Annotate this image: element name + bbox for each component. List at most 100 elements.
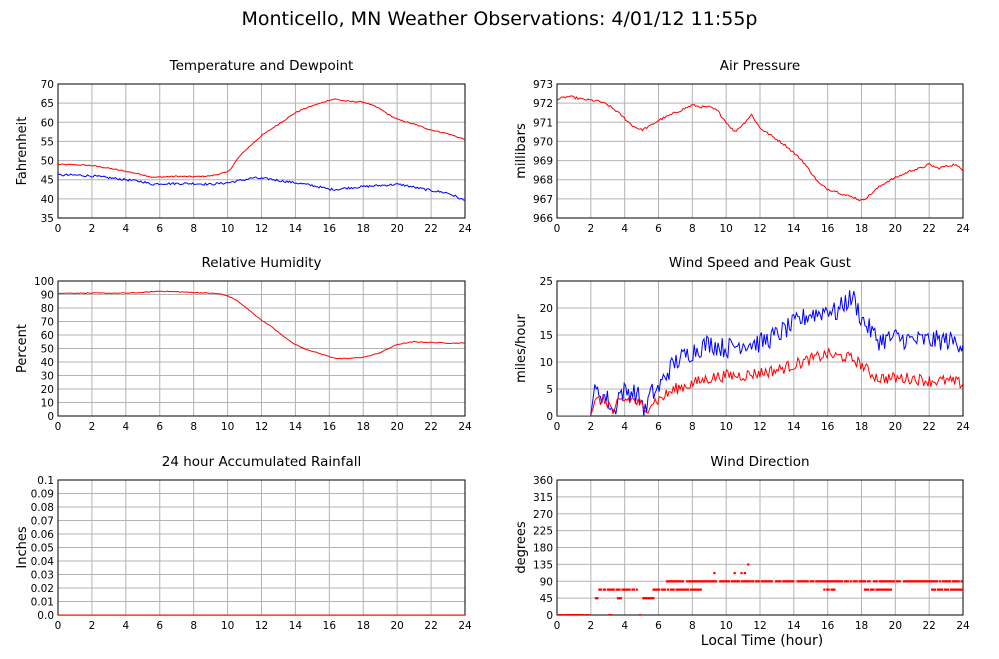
data-point <box>692 588 695 591</box>
x-tick-label: 16 <box>821 620 835 632</box>
data-point <box>667 580 670 583</box>
data-point <box>886 588 890 591</box>
data-point <box>943 588 947 591</box>
data-point <box>560 614 563 615</box>
data-point <box>789 580 792 583</box>
data-point <box>561 614 564 615</box>
chart-direction: 0 2 4 6 8 10 12 14 16 18 20 22 240459013518022527031… <box>514 454 970 632</box>
data-point <box>650 597 654 600</box>
y-tick-label: 315 <box>533 492 553 504</box>
data-point <box>646 597 649 600</box>
data-point <box>915 580 919 583</box>
data-point <box>961 588 963 591</box>
data-point <box>713 580 716 583</box>
data-point <box>885 580 888 583</box>
y-tick-label: 90 <box>540 576 553 588</box>
data-point <box>832 580 835 583</box>
data-point <box>800 580 804 583</box>
y-tick-label: 973 <box>533 79 553 91</box>
y-tick-label: 968 <box>533 175 553 187</box>
data-point <box>812 580 815 583</box>
data-point <box>642 597 645 600</box>
x-tick-label: 2 <box>89 421 96 433</box>
data-point <box>638 614 642 615</box>
x-tick-label: 8 <box>689 421 696 433</box>
data-point <box>872 580 875 583</box>
data-point <box>743 572 746 575</box>
x-tick-label: 12 <box>255 620 268 632</box>
data-point <box>622 588 625 591</box>
data-point <box>663 588 667 591</box>
x-tick-label: 14 <box>289 223 303 235</box>
data-point <box>931 580 934 583</box>
data-point <box>693 588 697 591</box>
y-tick-label: 971 <box>533 117 553 129</box>
data-point <box>579 614 582 615</box>
data-point <box>881 580 884 583</box>
data-point <box>763 580 766 583</box>
data-point <box>587 614 590 615</box>
x-tick-label: 16 <box>821 421 835 433</box>
x-tick-label: 12 <box>753 223 766 235</box>
chart-rain: 0 2 4 6 8 10 12 14 16 18 20 22 240.00.010.020.030.04… <box>15 454 472 632</box>
data-point <box>735 580 738 583</box>
x-tick-label: 12 <box>753 421 766 433</box>
data-point <box>881 588 884 591</box>
y-tick-label: 45 <box>540 593 553 605</box>
data-point <box>831 588 835 591</box>
data-point <box>609 614 613 615</box>
x-tick-label: 10 <box>221 620 234 632</box>
data-point <box>699 580 702 583</box>
x-tick-label: 24 <box>458 223 472 235</box>
data-point <box>616 588 620 591</box>
y-axis-label: degrees <box>514 521 529 574</box>
data-point <box>697 580 700 583</box>
data-point <box>907 580 910 583</box>
data-point <box>656 588 659 591</box>
x-tick-label: 10 <box>221 223 234 235</box>
x-tick-label: 2 <box>89 223 96 235</box>
y-tick-label: 40 <box>41 357 54 369</box>
data-point <box>700 580 703 583</box>
data-point <box>769 580 772 583</box>
data-point <box>747 563 750 566</box>
y-tick-label: 966 <box>533 213 553 225</box>
x-tick-label: 0 <box>55 223 62 235</box>
data-point <box>736 580 739 583</box>
plot-frame <box>556 280 964 417</box>
x-tick-label: 2 <box>587 620 594 632</box>
data-point <box>674 580 677 583</box>
data-point <box>655 588 658 591</box>
series-line-1 <box>58 173 465 201</box>
data-point <box>941 588 944 591</box>
x-tick-label: 8 <box>190 620 197 632</box>
data-point <box>938 588 941 591</box>
data-point <box>658 588 661 591</box>
data-point <box>616 597 620 600</box>
data-point <box>671 588 674 591</box>
data-point <box>586 614 589 615</box>
y-tick-label: 225 <box>533 526 553 538</box>
data-point <box>936 580 939 583</box>
data-point <box>754 580 758 583</box>
y-tick-label: 967 <box>533 194 553 206</box>
chart-title: 24 hour Accumulated Rainfall <box>162 454 361 470</box>
data-point <box>619 597 622 600</box>
data-point <box>819 580 822 583</box>
data-point <box>777 580 781 583</box>
x-tick-label: 18 <box>357 421 370 433</box>
data-point <box>892 580 896 583</box>
data-point <box>932 588 935 591</box>
data-point <box>564 614 567 615</box>
data-point <box>826 580 829 583</box>
data-point <box>672 588 675 591</box>
y-axis-label: Fahrenheit <box>15 117 30 186</box>
data-point <box>951 580 955 583</box>
data-point <box>741 580 744 583</box>
data-point <box>581 614 585 615</box>
data-point <box>668 580 672 583</box>
data-point <box>618 588 621 591</box>
data-point <box>879 588 882 591</box>
y-tick-label: 90 <box>41 290 54 302</box>
data-point <box>835 580 838 583</box>
